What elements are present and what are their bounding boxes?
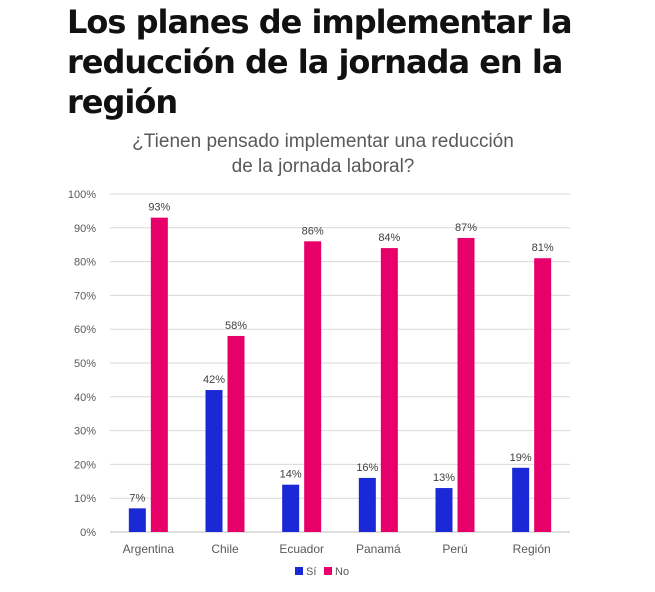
bar-chart: ¿Tienen pensado implementar una reducció… (68, 131, 570, 578)
y-tick-label: 0% (80, 527, 96, 539)
y-tick-label: 70% (74, 290, 96, 302)
chart-bars (128, 217, 552, 532)
data-label: 7% (129, 492, 145, 504)
y-tick-label: 40% (74, 392, 96, 404)
y-axis: 0% 10% 20% 30% 40% 50% 60% 70% 80% 90% 100% (68, 189, 96, 539)
bar-no-perú (457, 237, 475, 532)
y-tick-label: 90% (74, 223, 96, 235)
x-tick-label: Perú (442, 542, 467, 556)
bar-si-región (512, 467, 530, 532)
x-tick-label: Ecuador (279, 542, 324, 556)
bar-si-argentina (128, 508, 146, 532)
bar-si-perú (435, 488, 453, 532)
bar-no-ecuador (304, 241, 322, 532)
y-tick-label: 20% (74, 459, 96, 471)
data-label: 42% (203, 374, 225, 386)
data-label: 84% (378, 232, 400, 244)
y-tick-label: 80% (74, 257, 96, 269)
y-tick-label: 100% (68, 189, 96, 201)
data-label: 13% (433, 472, 455, 484)
y-tick-label: 10% (74, 493, 96, 505)
bar-no-panamá (380, 248, 398, 532)
legend-swatch (324, 567, 332, 575)
data-label: 58% (225, 320, 247, 332)
x-tick-label: Panamá (356, 542, 401, 556)
data-labels: 7% 93% 42% 58% 14% 86% 16% 84% 13% 87% 19% 81% (129, 202, 554, 505)
bar-no-chile (227, 335, 245, 532)
data-label: 87% (455, 222, 477, 234)
bar-si-ecuador (282, 484, 300, 532)
data-label: 93% (148, 202, 170, 214)
x-tick-label: Argentina (123, 542, 175, 556)
legend-label: No (335, 566, 349, 578)
data-label: 14% (280, 469, 302, 481)
chart-legend: Sí No (295, 566, 349, 578)
bar-si-panamá (358, 477, 376, 532)
chart-title: ¿Tienen pensado implementar una reducció… (132, 131, 514, 177)
y-tick-label: 60% (74, 324, 96, 336)
bar-no-argentina (150, 217, 168, 532)
bar-si-chile (205, 390, 223, 532)
x-axis: Argentina Chile Ecuador Panamá Perú Región (123, 542, 551, 556)
bar-no-región (534, 258, 552, 532)
data-label: 19% (510, 452, 532, 464)
chart-title-line: ¿Tienen pensado implementar una reducció… (132, 131, 514, 152)
data-label: 81% (532, 242, 554, 254)
data-label: 16% (356, 462, 378, 474)
chart-grid (110, 193, 570, 533)
chart-container: ¿Tienen pensado implementar una reducció… (0, 118, 655, 587)
legend-swatch (295, 567, 303, 575)
y-tick-label: 30% (74, 426, 96, 438)
x-tick-label: Región (513, 542, 551, 556)
legend-label: Sí (306, 566, 316, 578)
chart-title-line: de la jornada laboral? (232, 156, 415, 177)
y-tick-label: 50% (74, 358, 96, 370)
headline: Los planes de implementar la reducción d… (67, 3, 573, 121)
data-label: 86% (302, 225, 324, 237)
x-tick-label: Chile (211, 542, 239, 556)
